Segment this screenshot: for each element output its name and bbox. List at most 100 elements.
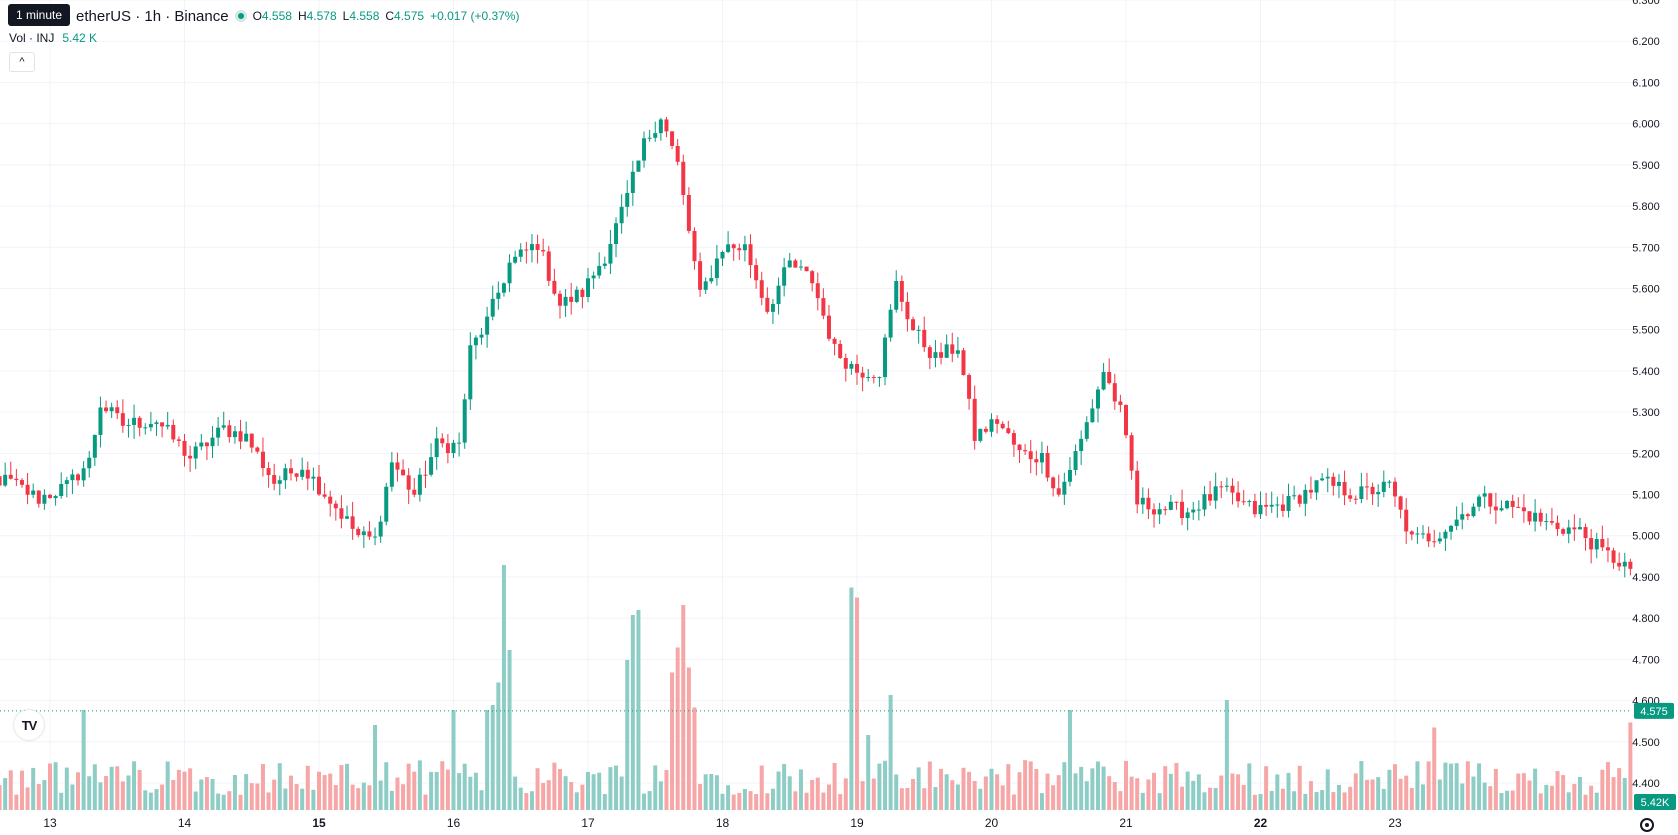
volume-bar: [653, 765, 658, 810]
candle-body: [1589, 538, 1594, 550]
price-axis[interactable]: 6.300 6.200 6.100 6.000 5.900 5.800 5.700 5.600…: [1632, 0, 1660, 790]
time-axis[interactable]: 13 14 15 16 17 18 19 20 21 22 23: [43, 816, 1402, 830]
volume-bar: [1101, 766, 1106, 810]
volume-bar: [591, 774, 596, 810]
candle-body: [1544, 521, 1549, 523]
volume-bar: [911, 778, 916, 810]
symbol-legend: etherUS · 1h · Binance O4.558 H4.578 L4.…: [8, 6, 519, 26]
volume-bar: [849, 587, 854, 810]
volume-bar: [378, 780, 383, 810]
volume-bar: [944, 774, 949, 810]
volume-bar: [1577, 776, 1582, 810]
candle-body: [188, 455, 193, 459]
candle-body: [451, 442, 456, 454]
volume-bar: [1073, 773, 1078, 810]
candle-body: [552, 280, 557, 294]
grid-lines: [0, 0, 1632, 810]
volume-bar: [888, 695, 893, 810]
candle-body: [1622, 561, 1627, 567]
price-tick-label: 5.600: [1632, 283, 1660, 295]
volume-bar: [501, 565, 506, 810]
volume-bar: [1538, 793, 1543, 810]
tradingview-logo-icon[interactable]: TV: [14, 710, 44, 740]
volume-bar: [754, 794, 759, 810]
candle-body: [1241, 501, 1246, 503]
symbol-title[interactable]: etherUS · 1h · Binance: [76, 7, 229, 25]
price-tick-label: 6.000: [1632, 119, 1660, 131]
volume-bar: [748, 791, 753, 810]
volume-bar: [922, 788, 927, 810]
volume-bar: [288, 775, 293, 810]
volume-bar: [776, 771, 781, 810]
volume-bar: [401, 784, 406, 810]
candle-body: [770, 304, 775, 312]
volume-bar: [995, 774, 1000, 810]
candle-body: [888, 309, 893, 338]
volume-bar: [658, 781, 663, 810]
candle-body: [1308, 489, 1313, 493]
candle-body: [1258, 504, 1263, 515]
candle-body: [1224, 485, 1229, 487]
candle-body: [120, 413, 125, 426]
volume-bar: [1213, 787, 1218, 810]
candle-body: [92, 434, 97, 458]
volume-bar: [1594, 792, 1599, 810]
volume-bar: [126, 775, 131, 810]
price-tick-label: 5.500: [1632, 325, 1660, 337]
candle-body: [288, 468, 293, 474]
open-value: 4.558: [261, 9, 292, 23]
volume-bar: [1275, 774, 1280, 810]
candle-body: [653, 133, 658, 138]
candle-body: [1415, 533, 1420, 535]
volume-bar: [877, 763, 882, 810]
candle-body: [356, 528, 361, 536]
candle-body: [143, 427, 148, 429]
volume-bar: [14, 794, 19, 810]
volume-bar: [1488, 786, 1493, 810]
settings-icon[interactable]: [1640, 818, 1654, 832]
candle-body: [1303, 489, 1308, 504]
candle-body: [1370, 486, 1375, 495]
volume-bar: [933, 786, 938, 810]
market-status-icon: [234, 10, 247, 22]
volume-bar: [64, 767, 69, 810]
price-tick-label: 5.000: [1632, 531, 1660, 543]
candle-body: [1617, 562, 1622, 567]
volume-bar: [294, 784, 299, 810]
collapse-legend-button[interactable]: ^: [9, 52, 35, 72]
candle-body: [1180, 501, 1185, 519]
candle-body: [838, 343, 843, 358]
candle-body: [557, 293, 562, 306]
candle-body: [401, 469, 406, 476]
volume-bar: [731, 794, 736, 810]
price-tick-label: 5.300: [1632, 407, 1660, 419]
candle-body: [1527, 511, 1532, 522]
candle-body: [983, 428, 988, 432]
volume-bar: [860, 781, 865, 810]
volume-bar: [989, 768, 994, 810]
candle-body: [1157, 509, 1162, 515]
volume-bar: [1521, 773, 1526, 810]
volume-bar: [76, 772, 81, 810]
candle-body: [1628, 561, 1633, 569]
candle-body: [1549, 521, 1554, 523]
candle-body: [518, 249, 523, 257]
volume-bar: [429, 771, 434, 810]
candle-body: [989, 419, 994, 432]
volume-label[interactable]: Vol · INJ: [9, 31, 55, 45]
candle-body: [787, 260, 792, 268]
volume-bar: [1219, 775, 1224, 810]
volume-bar: [1398, 778, 1403, 810]
volume-bar: [978, 788, 983, 810]
candle-body: [176, 439, 181, 441]
volume-bar: [182, 771, 187, 810]
candle-body: [3, 474, 8, 486]
volume-bar: [810, 779, 815, 810]
volume-bar: [619, 776, 624, 810]
candle-body: [726, 244, 731, 252]
candle-body: [148, 424, 153, 428]
volume-bar: [709, 774, 714, 810]
candle-body: [462, 399, 467, 443]
candle-body: [855, 363, 859, 373]
